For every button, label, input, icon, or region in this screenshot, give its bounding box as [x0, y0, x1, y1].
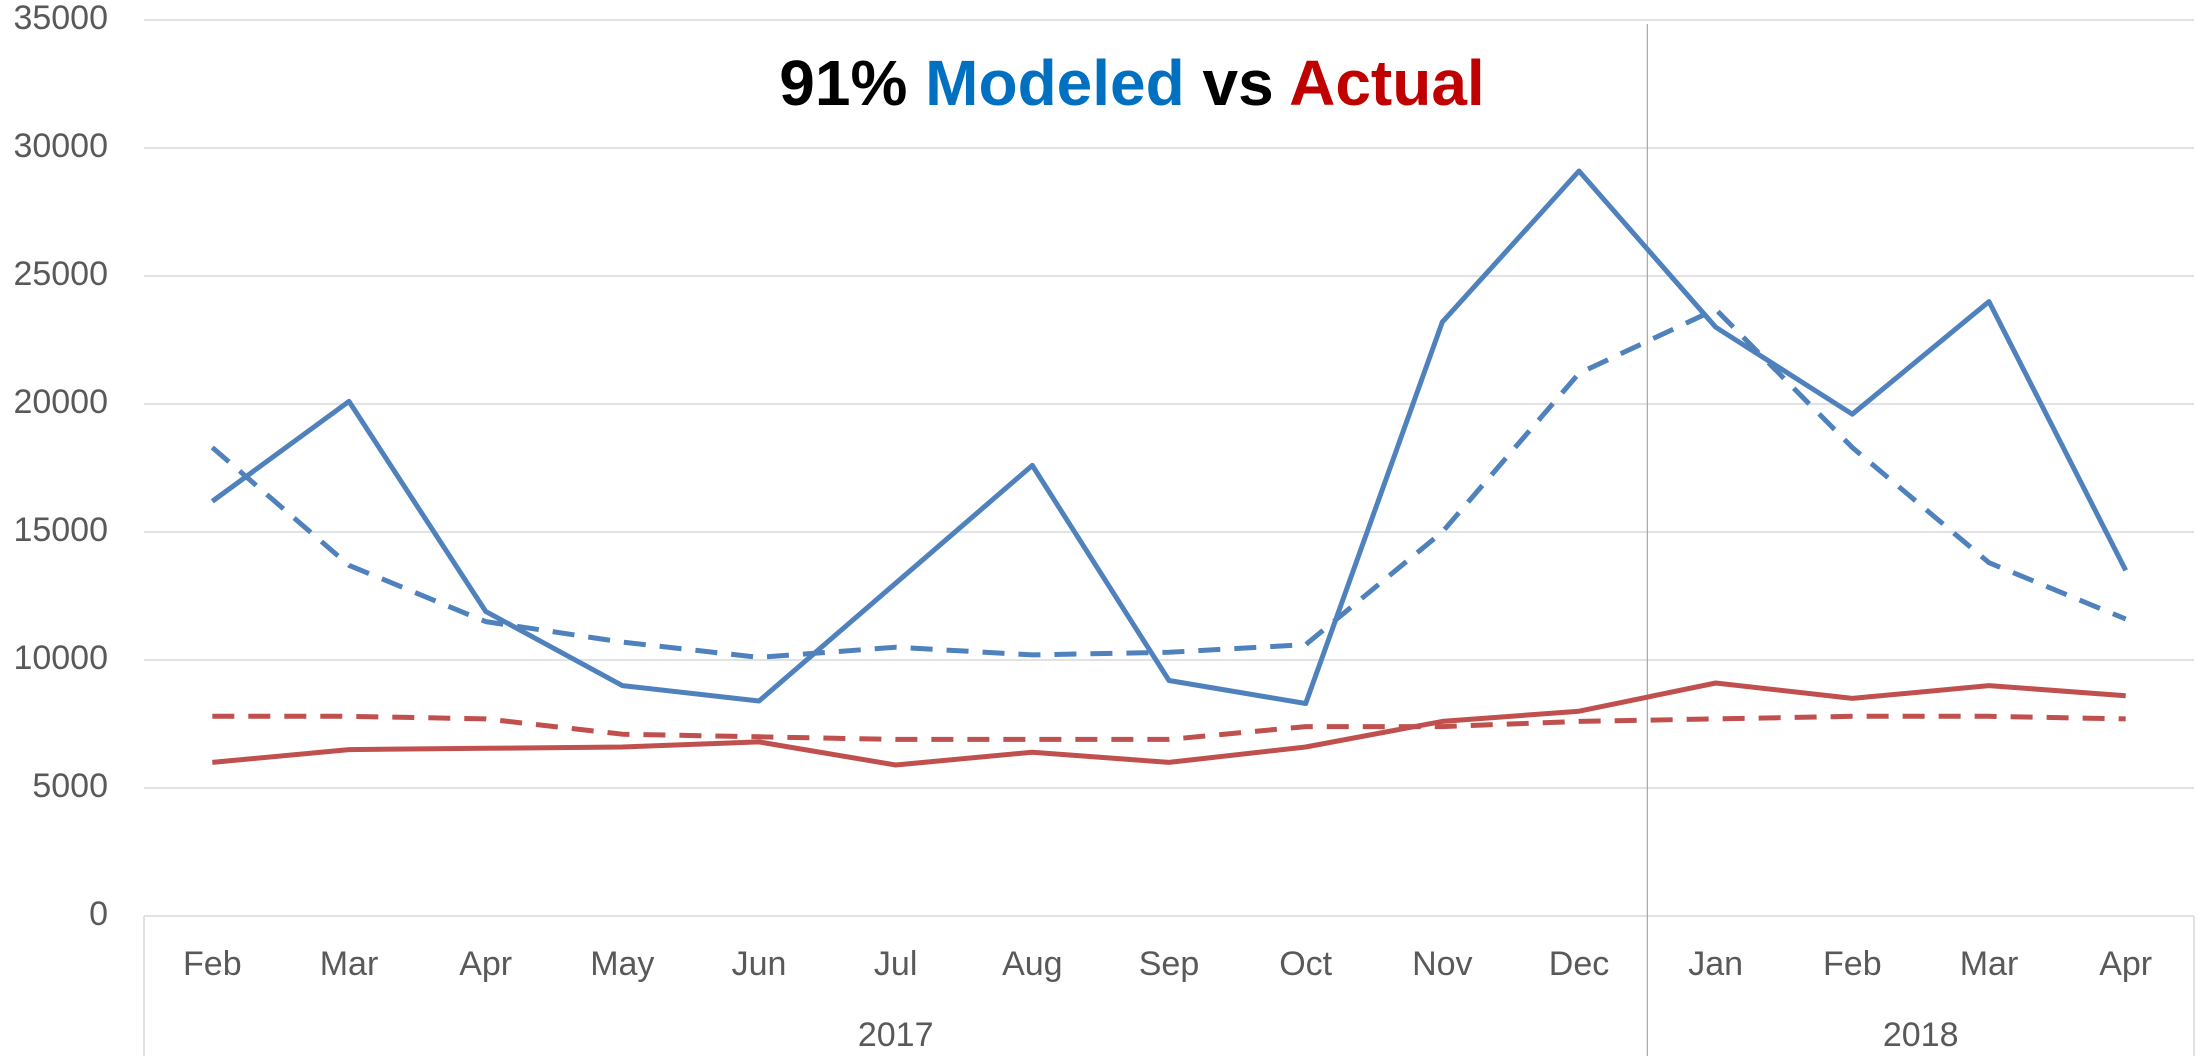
x-tick-label: Jan — [1688, 945, 1743, 983]
title-part: 91% — [779, 47, 907, 119]
y-tick-label: 35000 — [13, 0, 108, 37]
x-tick-label: Mar — [1960, 945, 2019, 983]
y-tick-label: 10000 — [13, 639, 108, 677]
chart-title: 91% Modeled vs Actual — [779, 47, 1484, 119]
x-tick-label: Mar — [320, 945, 379, 983]
x-tick-label: Feb — [1823, 945, 1882, 983]
series-line — [212, 680, 2126, 768]
y-tick-label: 30000 — [13, 127, 108, 165]
x-tick-label: Apr — [2099, 945, 2152, 983]
series-line — [210, 168, 2128, 706]
y-tick-label: 15000 — [13, 511, 108, 549]
y-tick-label: 25000 — [13, 255, 108, 293]
x-tick-label: Oct — [1279, 945, 1332, 983]
series-line — [210, 306, 2127, 660]
x-tick-label: Dec — [1549, 945, 1609, 983]
y-tick-label: 0 — [89, 895, 108, 933]
x-tick-label: Aug — [1002, 945, 1063, 983]
group-label: 2018 — [1883, 1016, 1959, 1054]
title-part: Actual — [1289, 47, 1485, 119]
x-tick-label: Nov — [1412, 945, 1472, 983]
series-line — [212, 713, 2126, 742]
x-tick-label: May — [590, 945, 654, 983]
title-part: Modeled — [925, 47, 1185, 119]
x-tick-label: Jun — [732, 945, 787, 983]
y-tick-label: 20000 — [13, 383, 108, 421]
x-tick-label: Feb — [183, 945, 242, 983]
y-tick-label: 5000 — [32, 767, 108, 805]
title-part: vs — [1203, 47, 1274, 119]
x-tick-label: Jul — [874, 945, 917, 983]
x-tick-label: Apr — [459, 945, 512, 983]
group-label: 2017 — [858, 1016, 934, 1054]
x-tick-label: Sep — [1139, 945, 1200, 983]
